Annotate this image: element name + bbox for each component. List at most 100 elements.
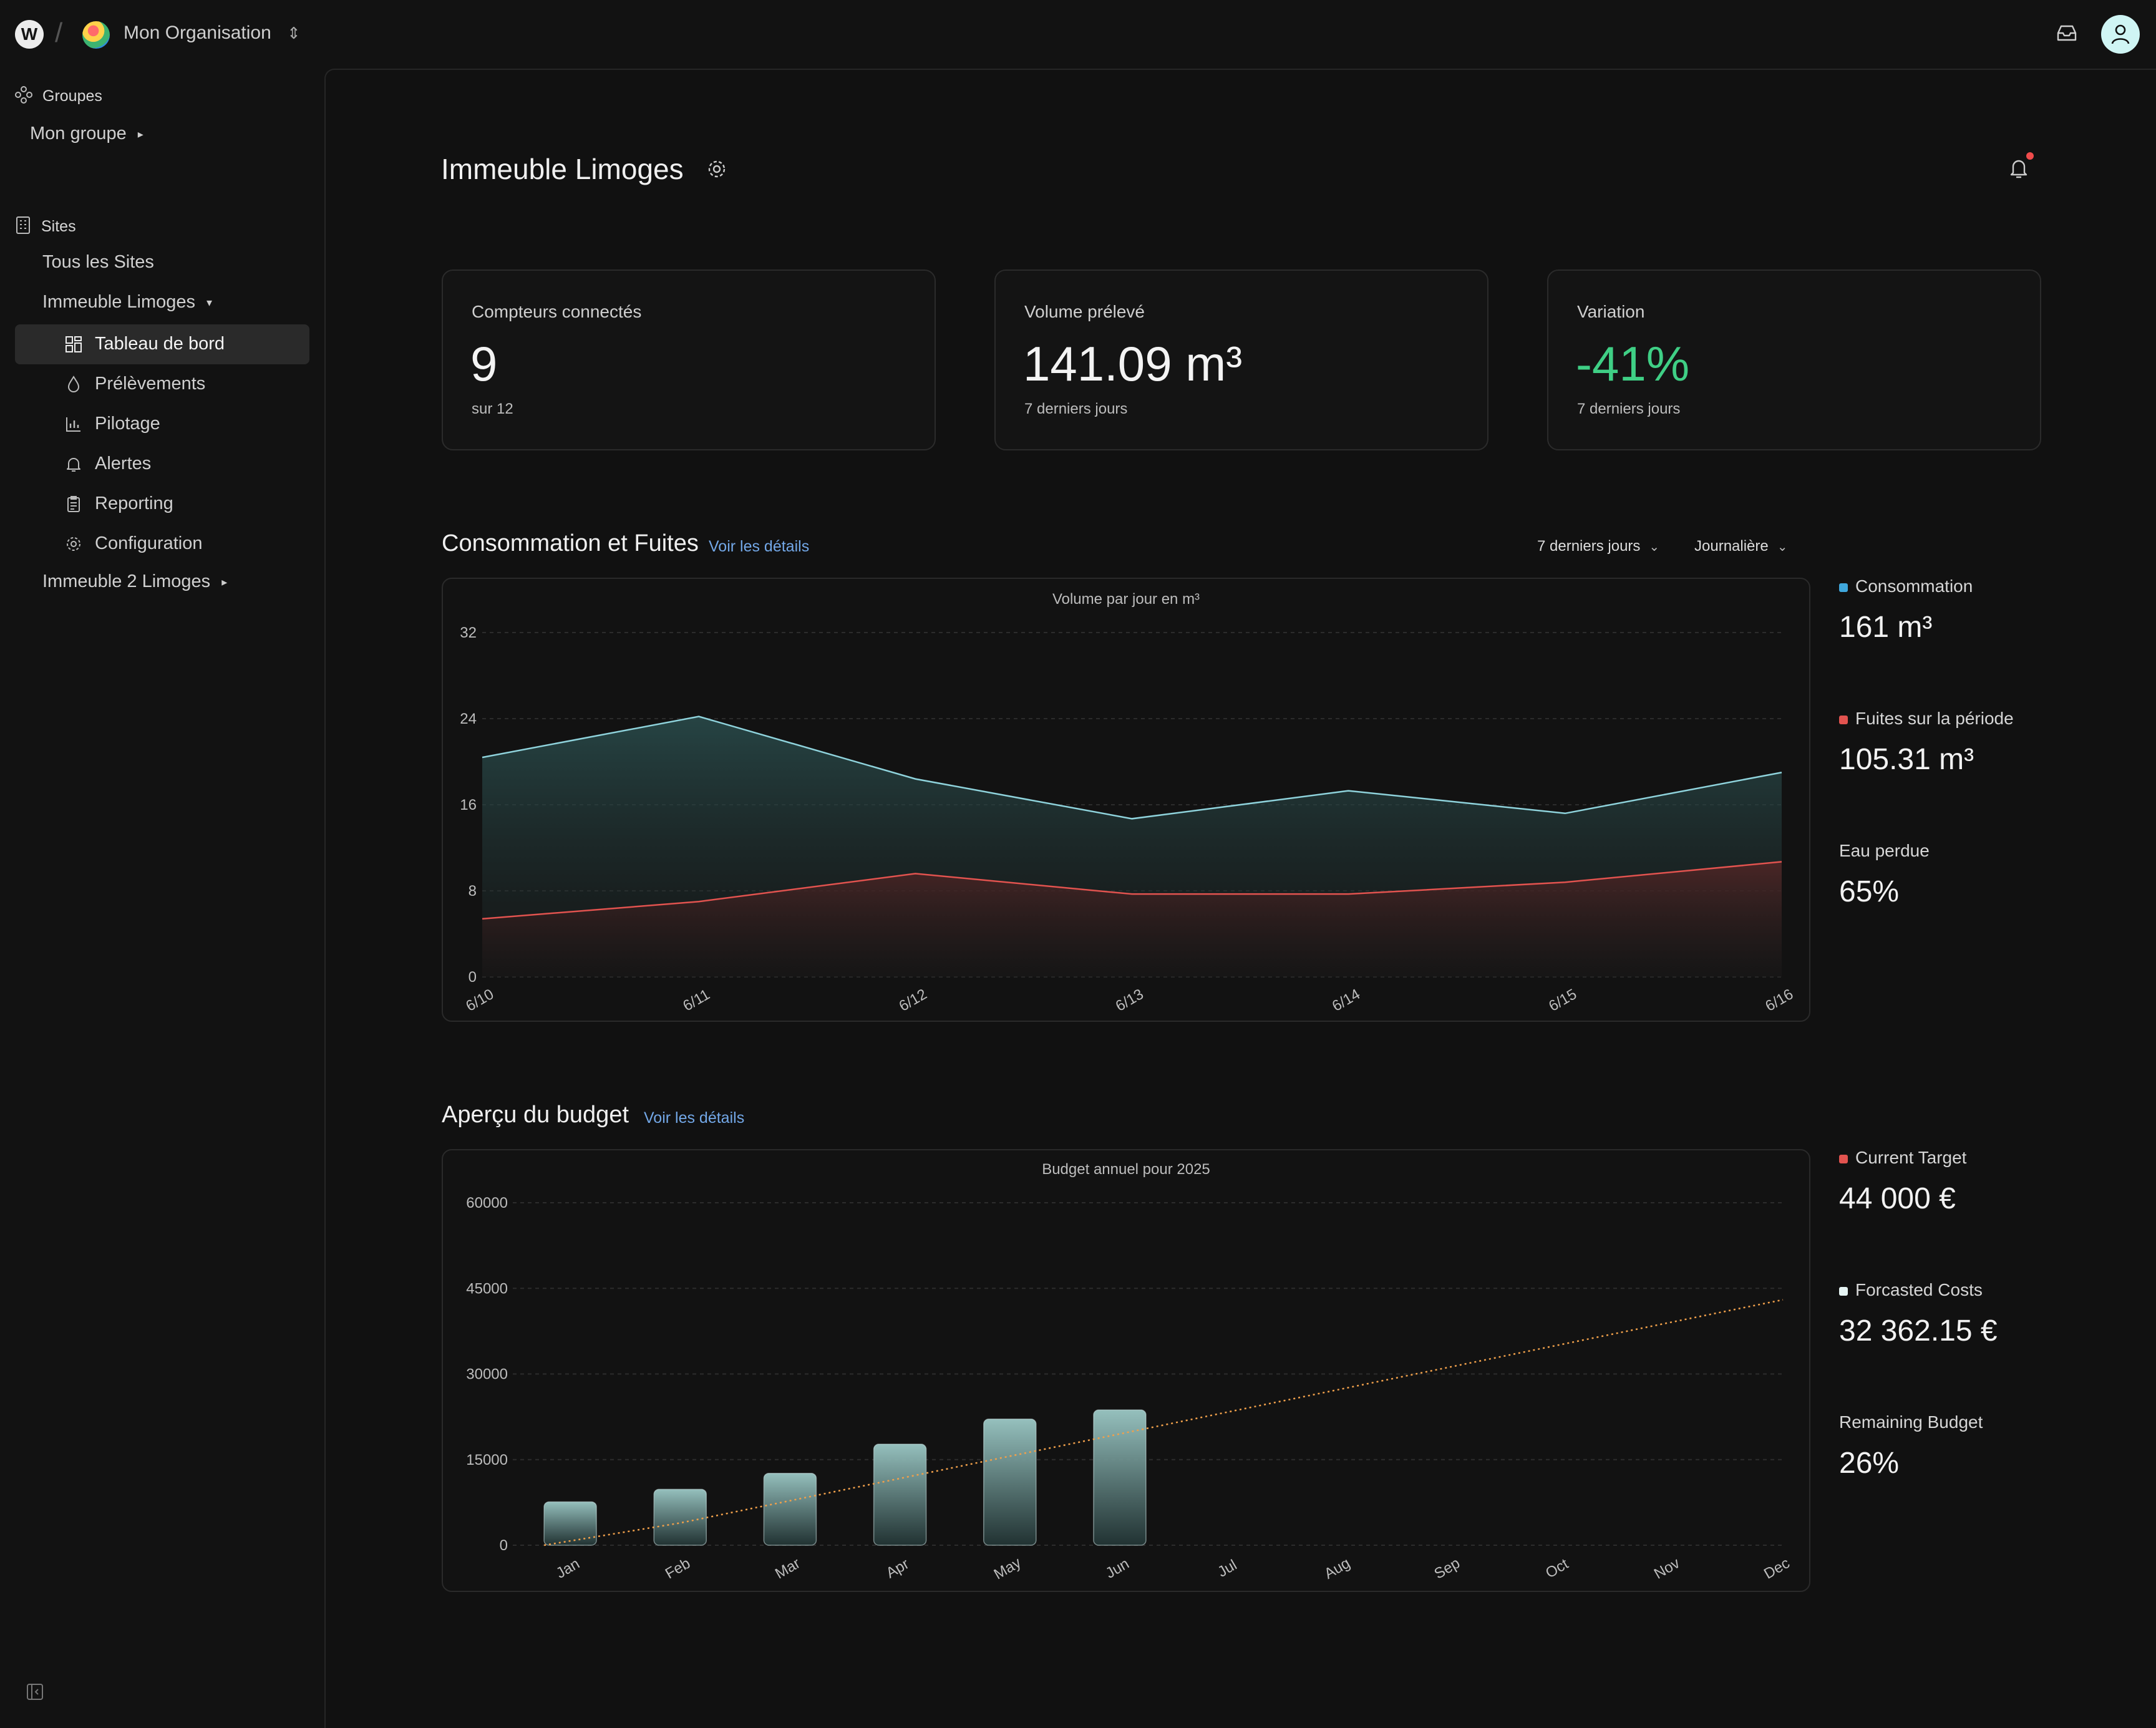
y-tick-label: 24 [460, 711, 477, 727]
user-avatar[interactable] [2101, 15, 2140, 54]
legend-label: Consommation [1855, 576, 1973, 596]
sidebar-item-reporting[interactable]: Reporting [15, 484, 309, 524]
sidebar-item-alertes[interactable]: Alertes [15, 444, 309, 484]
stat-card-connected-meters: Compteurs connectés 9 sur 12 [442, 269, 936, 450]
x-tick-label: Aug [1321, 1555, 1352, 1583]
caret-right-icon: ▸ [137, 127, 143, 140]
legend-lost-water: Eau perdue 65% [1839, 841, 1930, 909]
budget-bar [873, 1444, 927, 1546]
sites-label: Sites [41, 218, 76, 236]
legend-value: 32 362.15 € [1839, 1314, 1998, 1347]
y-tick-label: 8 [469, 883, 477, 900]
granularity-dropdown[interactable]: Journalière ⌄ [1694, 538, 1788, 555]
x-tick-label: Feb [663, 1555, 693, 1582]
budget-bar [983, 1419, 1037, 1546]
sidebar-item-pilotage[interactable]: Pilotage [15, 404, 309, 444]
x-tick-label: 6/16 [1762, 986, 1796, 1015]
y-tick-label: 30000 [466, 1366, 508, 1383]
sidebar-item-label: Reporting [95, 493, 173, 513]
x-tick-label: Sep [1431, 1555, 1462, 1583]
collapse-sidebar-icon[interactable] [26, 1683, 44, 1704]
period-dropdown[interactable]: 7 derniers jours ⌄ [1537, 538, 1659, 555]
sidebar-item-mon-groupe[interactable]: Mon groupe ▸ [30, 124, 143, 144]
y-tick-label: 60000 [466, 1195, 508, 1211]
x-tick-label: Oct [1543, 1555, 1571, 1581]
sidebar-item-label: Mon groupe [30, 124, 127, 143]
legend-swatch [1839, 1286, 1848, 1296]
chevron-down-icon: ⌄ [1777, 540, 1788, 554]
caret-down-icon: ▾ [206, 296, 213, 309]
organisation-switch-icon[interactable]: ⇕ [287, 24, 301, 42]
groups-label: Groupes [42, 87, 102, 105]
sidebar-item-all-sites[interactable]: Tous les Sites [42, 252, 154, 272]
x-tick-label: Jul [1215, 1556, 1240, 1581]
x-tick-label: 6/14 [1329, 986, 1363, 1015]
droplet-icon [65, 376, 82, 396]
legend-value: 65% [1839, 875, 1900, 908]
app-logo[interactable]: W [15, 20, 44, 49]
legend-swatch [1839, 1154, 1848, 1163]
budget-details-link[interactable]: Voir les détails [644, 1109, 745, 1127]
sidebar-item-label: Immeuble Limoges [42, 292, 195, 312]
legend-current-target: Current Target 44 000 € [1839, 1148, 1966, 1216]
stat-subtext: 7 derniers jours [1024, 400, 1128, 417]
clipboard-icon [65, 495, 82, 516]
legend-remaining-budget: Remaining Budget 26% [1839, 1412, 1983, 1480]
consumption-chart-svg: Volume par jour en m³ 0 8 16 24 32 6/10 6/11 6/1… [460, 591, 1796, 1015]
sidebar: Groupes Mon groupe ▸ Sites Tous les Sites… [0, 69, 324, 1727]
consumption-section-title: Consommation et Fuites [442, 530, 699, 556]
settings-gear-icon[interactable] [706, 158, 727, 183]
groups-icon [15, 86, 32, 108]
legend-label: Remaining Budget [1839, 1412, 1983, 1432]
caret-right-icon: ▸ [221, 575, 228, 588]
granularity-dropdown-value: Journalière [1694, 538, 1769, 555]
consumption-details-link[interactable]: Voir les détails [709, 538, 810, 555]
inbox-icon[interactable] [2056, 24, 2077, 46]
budget-chart: Budget annuel pour 2025 0 15000 30000 45000 6… [442, 1149, 1810, 1592]
notifications-bell-icon[interactable] [2009, 157, 2029, 183]
budget-bar [653, 1488, 707, 1546]
organisation-avatar[interactable] [82, 21, 110, 49]
leaks-line [482, 861, 1782, 920]
x-tick-label: 6/10 [463, 986, 497, 1015]
stat-subtext: 7 derniers jours [1577, 400, 1681, 417]
budget-bar [543, 1501, 597, 1546]
y-tick-label: 15000 [466, 1452, 508, 1468]
budget-bar [1093, 1409, 1147, 1546]
x-tick-label: Nov [1651, 1555, 1683, 1583]
sidebar-item-configuration[interactable]: Configuration [15, 524, 309, 564]
sidebar-item-prelevements[interactable]: Prélèvements [15, 364, 309, 404]
stat-value: 9 [470, 336, 498, 391]
groups-section-header: Groupes [15, 86, 102, 108]
legend-leaks: Fuites sur la période 105.31 m³ [1839, 709, 2014, 777]
legend-label: Eau perdue [1839, 841, 1930, 860]
sidebar-item-label: Configuration [95, 533, 203, 553]
sidebar-item-label: Alertes [95, 454, 152, 473]
top-bar: W / Mon Organisation ⇕ [0, 0, 2156, 69]
stat-label: Volume prélevé [1024, 302, 1145, 321]
x-tick-label: Jan [553, 1555, 583, 1582]
legend-value: 44 000 € [1839, 1182, 1956, 1215]
budget-chart-svg: Budget annuel pour 2025 0 15000 30000 45000 6… [466, 1161, 1792, 1583]
breadcrumb-separator: / [55, 17, 63, 48]
sidebar-item-immeuble-2-limoges[interactable]: Immeuble 2 Limoges ▸ [42, 571, 227, 592]
legend-value: 105.31 m³ [1839, 743, 1974, 776]
sidebar-item-dashboard[interactable]: Tableau de bord [15, 324, 309, 364]
x-tick-label: 6/11 [680, 986, 712, 1015]
legend-label: Fuites sur la période [1855, 709, 2014, 728]
sidebar-item-immeuble-limoges[interactable]: Immeuble Limoges ▾ [42, 292, 212, 313]
budget-bar [763, 1472, 817, 1546]
legend-value: 161 m³ [1839, 611, 1933, 644]
legend-forecasted-costs: Forcasted Costs 32 362.15 € [1839, 1280, 1998, 1348]
x-tick-label: Mar [772, 1555, 803, 1582]
legend-swatch [1839, 715, 1848, 724]
sidebar-item-label: Immeuble 2 Limoges [42, 571, 211, 591]
y-tick-label: 0 [500, 1537, 508, 1554]
x-tick-label: 6/15 [1546, 986, 1580, 1015]
organisation-name[interactable]: Mon Organisation [124, 22, 271, 43]
y-tick-label: 32 [460, 624, 477, 641]
sidebar-item-label: Prélèvements [95, 374, 206, 394]
series-area [482, 862, 1782, 977]
sites-section-header: Sites [15, 216, 76, 239]
notification-dot [2026, 152, 2034, 160]
